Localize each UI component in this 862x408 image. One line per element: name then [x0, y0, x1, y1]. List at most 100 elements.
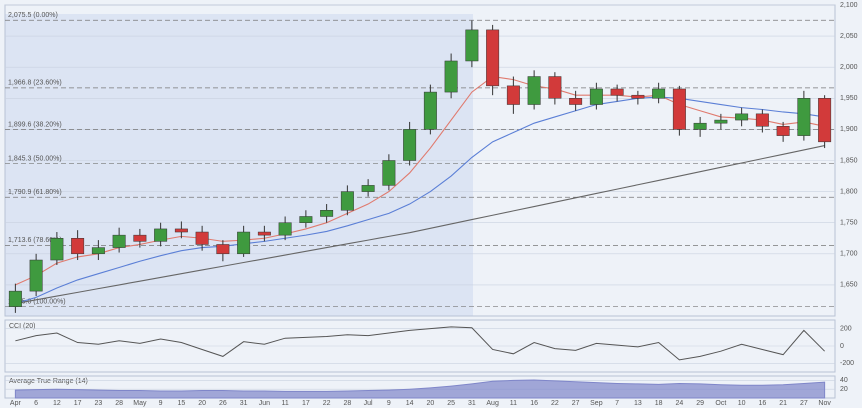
x-tick-label: 28: [343, 400, 351, 407]
candle-body: [403, 129, 417, 161]
candle-body: [548, 76, 562, 99]
x-tick-label: 29: [696, 400, 704, 407]
y-tick-label: 40: [840, 377, 848, 384]
candle-body: [216, 244, 230, 255]
candle-body: [112, 234, 126, 248]
fib-label: 2,075.5 (0.00%): [8, 12, 58, 19]
indicator-area: [14, 379, 826, 399]
candle-body: [735, 113, 749, 121]
x-tick-label: 18: [655, 400, 663, 407]
x-tick-label: Oct: [715, 400, 726, 407]
x-tick-label: Sep: [590, 400, 603, 407]
x-tick-label: 17: [302, 400, 310, 407]
x-tick-label: 31: [468, 400, 476, 407]
x-tick-label: 15: [177, 400, 185, 407]
candle-body: [818, 98, 832, 143]
candle-body: [776, 126, 790, 136]
y-tick-label: 1,900: [840, 126, 858, 133]
x-tick-label: 7: [615, 400, 619, 407]
y-tick-label: 0: [840, 343, 844, 350]
shaded-range: [5, 14, 473, 316]
y-tick-label: 2,000: [840, 64, 858, 71]
candle-body: [423, 91, 437, 130]
candle-body: [797, 98, 811, 136]
x-tick-label: 27: [800, 400, 808, 407]
candle-body: [714, 119, 728, 124]
x-tick-label: 13: [634, 400, 642, 407]
candle-body: [486, 29, 500, 87]
x-tick-label: 23: [94, 400, 102, 407]
fib-label: 1,615.0 (100.00%): [8, 299, 66, 306]
x-tick-label: 12: [53, 400, 61, 407]
y-tick-label: 1,700: [840, 251, 858, 258]
candle-body: [755, 113, 769, 127]
x-tick-label: 16: [530, 400, 538, 407]
candle-body: [361, 185, 375, 192]
candle-body: [652, 88, 666, 99]
candle-body: [154, 228, 168, 242]
candle-body: [278, 222, 292, 236]
candle-body: [631, 94, 645, 99]
y-tick-label: 1,650: [840, 282, 858, 289]
candle-body: [91, 247, 105, 255]
indicator-line: [15, 326, 825, 361]
x-tick-label: 9: [159, 400, 163, 407]
candle-body: [444, 60, 458, 93]
x-tick-label: 24: [675, 400, 683, 407]
moving-average: [15, 75, 825, 286]
candle-body: [506, 85, 520, 105]
candle-body: [195, 231, 209, 245]
x-tick-label: Aug: [486, 400, 499, 407]
y-tick-label: 1,950: [840, 95, 858, 102]
candle-body: [71, 238, 85, 255]
candle-body: [569, 98, 583, 105]
candle-body: [174, 228, 188, 233]
candle-body: [693, 122, 707, 130]
x-tick-label: 20: [198, 400, 206, 407]
x-tick-label: 11: [281, 400, 288, 407]
x-tick-label: 6: [34, 400, 38, 407]
x-tick-label: 26: [219, 400, 227, 407]
x-tick-label: 14: [406, 400, 414, 407]
fib-label: 1,845.3 (50.00%): [8, 155, 62, 162]
y-tick-label: 20: [840, 386, 848, 393]
x-tick-label: 9: [387, 400, 391, 407]
y-tick-label: 200: [840, 326, 852, 333]
x-tick-label: 21: [779, 400, 787, 407]
y-tick-label: 2,050: [840, 33, 858, 40]
x-tick-label: 27: [572, 400, 580, 407]
x-tick-label: 22: [551, 400, 559, 407]
x-tick-label: 10: [738, 400, 746, 407]
cci-title: CCI (20): [9, 323, 35, 330]
x-tick-label: 28: [115, 400, 123, 407]
x-tick-label: 31: [240, 400, 248, 407]
candle-body: [320, 210, 334, 217]
candle-body: [672, 88, 686, 130]
x-tick-label: May: [133, 400, 147, 407]
atr-title: Average True Range (14): [9, 378, 88, 385]
x-tick-label: 17: [74, 400, 82, 407]
y-tick-label: -200: [840, 360, 854, 367]
candle-body: [610, 88, 624, 96]
y-tick-label: 1,800: [840, 188, 858, 195]
candle-body: [237, 231, 251, 255]
x-tick-label: 22: [323, 400, 331, 407]
y-tick-label: 1,750: [840, 220, 858, 227]
fib-label: 1,899.6 (38.20%): [8, 121, 62, 128]
x-tick-label: 20: [426, 400, 434, 407]
candle-body: [589, 88, 603, 105]
x-tick-label: Jul: [364, 400, 373, 407]
y-tick-label: 2,100: [840, 2, 858, 9]
fib-label: 1,790.9 (61.80%): [8, 189, 62, 196]
moving-average: [15, 96, 825, 305]
candle-body: [382, 160, 396, 186]
fib-label: 1,713.6 (78.60%): [8, 237, 62, 244]
moving-average: [15, 145, 825, 305]
x-tick-label: Nov: [818, 400, 831, 407]
y-tick-label: 1,850: [840, 157, 858, 164]
candle-body: [29, 259, 43, 292]
candle-body: [527, 76, 541, 105]
candle-body: [257, 231, 271, 236]
candle-body: [8, 290, 22, 307]
